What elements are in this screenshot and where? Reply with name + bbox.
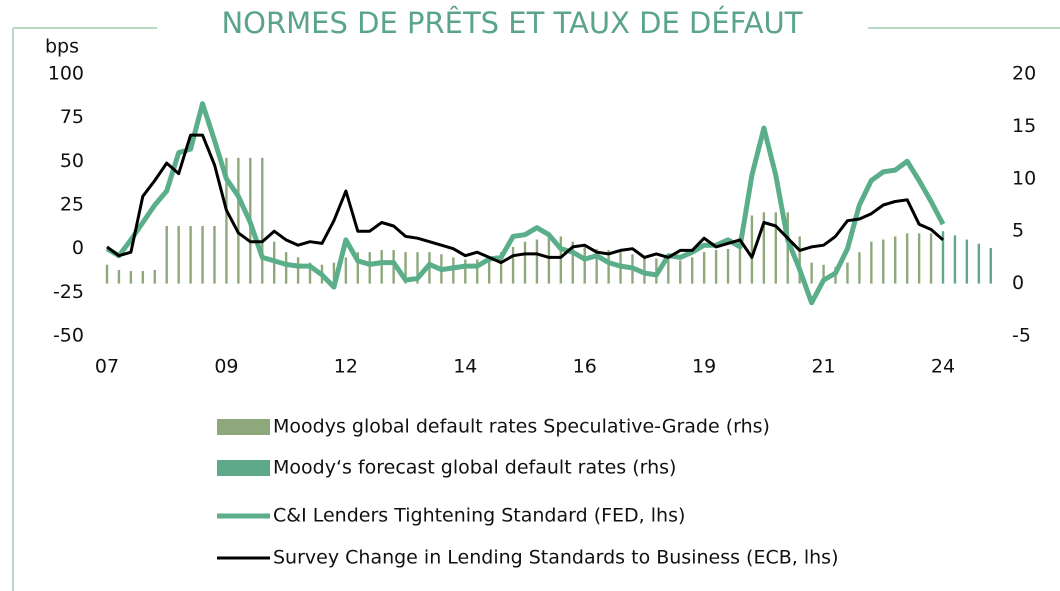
y-tick-label: 0: [72, 237, 84, 259]
bar: [487, 257, 491, 284]
bar: [977, 243, 981, 284]
bar: [153, 269, 156, 284]
y-tick-label: -25: [53, 281, 84, 303]
bar: [774, 212, 777, 284]
bar: [117, 269, 121, 284]
bar: [368, 252, 371, 284]
legend-label: Moodys global default rates Speculative-…: [273, 416, 770, 438]
bar: [344, 257, 348, 284]
bar: [523, 241, 527, 284]
bar: [882, 239, 885, 284]
x-tick-label: 12: [334, 356, 358, 378]
bar: [380, 250, 383, 284]
bar: [105, 264, 109, 284]
bar: [702, 252, 706, 284]
bar: [738, 236, 742, 284]
bar: [284, 252, 288, 284]
line-series: [105, 101, 946, 306]
legend-swatch: [217, 419, 270, 435]
x-tick-label: 09: [214, 356, 238, 378]
bar: [894, 236, 897, 284]
bar: [189, 225, 192, 284]
bar: [559, 236, 563, 284]
legend-label: Survey Change in Lending Standards to Bu…: [273, 547, 838, 569]
bar: [726, 249, 730, 284]
bar: [667, 259, 670, 284]
bar: [762, 212, 766, 284]
bar: [237, 157, 240, 284]
bar: [691, 257, 694, 284]
x-tick-label: 16: [573, 356, 597, 378]
x-tick-label: 24: [931, 356, 955, 378]
bar: [965, 239, 969, 284]
bar: [535, 239, 539, 284]
bar: [941, 231, 945, 284]
bar: [607, 250, 610, 284]
bar: [953, 235, 957, 284]
bar: [296, 257, 300, 284]
y2-tick-label: 10: [1012, 167, 1036, 189]
bar: [511, 246, 515, 284]
bar: [308, 262, 312, 284]
x-tick-label: 07: [95, 356, 119, 378]
bar: [404, 252, 407, 284]
bar: [750, 215, 754, 284]
bar: [571, 241, 574, 284]
line-series: [106, 133, 944, 265]
bar: [822, 264, 825, 284]
bar: [870, 241, 873, 284]
bar: [786, 212, 789, 284]
bar: [917, 233, 921, 284]
y2-tick-label: 5: [1012, 220, 1024, 242]
legend-swatch: [217, 460, 270, 476]
bar: [714, 250, 718, 284]
bar: [547, 236, 551, 284]
bar: [356, 252, 359, 284]
chart-title: NORMES DE PRÊTS ET TAUX DE DÉFAUT: [221, 6, 802, 40]
y-tick-label: 100: [48, 63, 84, 85]
bar: [798, 236, 801, 284]
legend-label: C&I Lenders Tightening Standard (FED, lh…: [273, 505, 685, 527]
legend-label: Moody‘s forecast global default rates (r…: [273, 457, 676, 479]
bar: [476, 259, 479, 284]
bar: [499, 252, 503, 284]
y2-tick-label: 15: [1012, 115, 1036, 137]
bar: [452, 257, 455, 284]
bar: [129, 271, 133, 284]
bar: [595, 249, 598, 284]
bar: [929, 233, 933, 284]
bar: [416, 252, 419, 284]
x-tick-label: 14: [453, 356, 477, 378]
bar: [679, 260, 682, 284]
y-tick-label: 50: [60, 150, 84, 172]
y2-tick-label: -5: [1012, 325, 1031, 347]
bar: [905, 233, 909, 284]
y-tick-label: 25: [60, 194, 84, 216]
bar: [261, 157, 264, 284]
x-tick-label: 21: [811, 356, 835, 378]
bar: [583, 246, 586, 284]
bar: [846, 262, 849, 284]
y2-tick-label: 0: [1012, 272, 1024, 294]
bar: [225, 157, 228, 284]
bar: [810, 262, 813, 284]
bar: [201, 225, 204, 284]
bar: [332, 262, 336, 284]
bar: [165, 225, 168, 284]
bar: [464, 259, 467, 284]
bar: [858, 252, 861, 284]
bar: [989, 247, 992, 284]
bar: [177, 225, 180, 284]
bar: [141, 271, 145, 284]
bar: [213, 225, 216, 284]
y-axis-label: bps: [45, 36, 79, 58]
y-tick-label: 75: [60, 106, 84, 128]
y2-tick-label: 20: [1012, 63, 1036, 85]
y-tick-label: -50: [53, 325, 84, 347]
x-tick-label: 19: [692, 356, 716, 378]
